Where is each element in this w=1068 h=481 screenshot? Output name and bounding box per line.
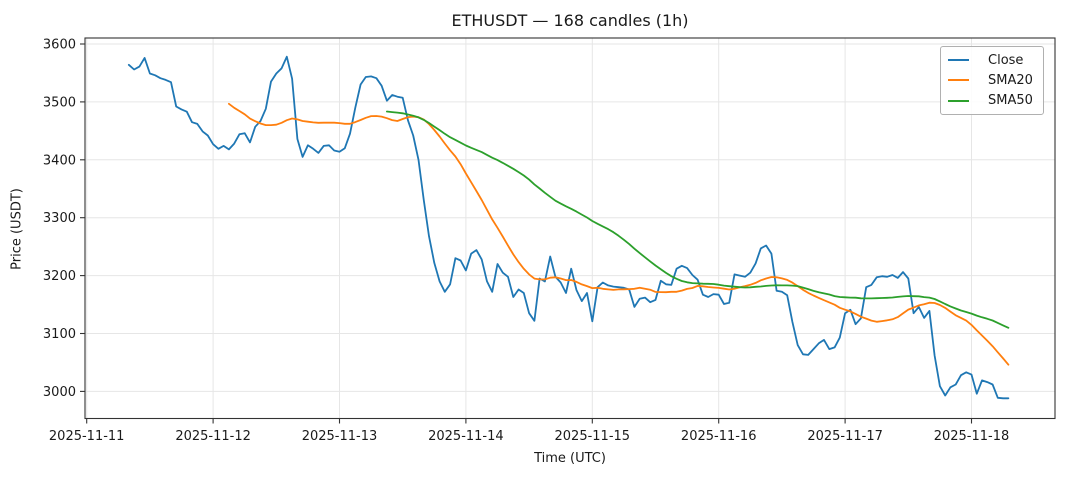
y-tick-label: 3300 [43,211,76,226]
close-line [127,55,1010,400]
sma20-line-swatch-icon [948,79,969,82]
legend-label-close: Close [988,52,1024,68]
x-tick-label: 2025-11-14 [428,429,504,444]
sma50-line [385,110,1010,329]
legend-label-sma50: SMA50 [988,93,1033,109]
legend-item-sma50: SMA50 [948,91,1043,111]
y-axis-ticks: 3000 3100 3200 3300 3400 3500 3600 [43,38,85,400]
chart-title: ETHUSDT — 168 candles (1h) [451,11,689,30]
legend-item-close: Close [948,50,1043,70]
legend-label-sma20: SMA20 [988,72,1033,88]
x-tick-label: 2025-11-18 [934,429,1010,444]
plot-border [84,37,1056,420]
y-tick-label: 3100 [43,327,76,342]
x-tick-label: 2025-11-13 [302,429,378,444]
legend: Close SMA20 SMA50 [940,46,1044,115]
x-tick-label: 2025-11-12 [175,429,251,444]
y-tick-label: 3400 [43,153,76,168]
x-tick-label: 2025-11-16 [681,429,757,444]
sma50-line-swatch-icon [948,99,969,102]
close-line-swatch-icon [948,59,969,62]
x-axis-label: Time (UTC) [534,451,606,466]
gridlines [85,38,1055,419]
y-tick-label: 3000 [43,385,76,400]
x-axis-ticks: 2025-11-11 2025-11-12 2025-11-13 2025-11-14… [49,418,1010,444]
y-tick-label: 3500 [43,95,76,110]
x-tick-label: 2025-11-15 [555,429,631,444]
y-tick-label: 3600 [43,38,76,53]
sma20-line [227,102,1010,366]
legend-item-sma20: SMA20 [948,70,1043,90]
y-tick-label: 3200 [43,269,76,284]
x-tick-label: 2025-11-17 [807,429,883,444]
x-tick-label: 2025-11-11 [49,429,125,444]
